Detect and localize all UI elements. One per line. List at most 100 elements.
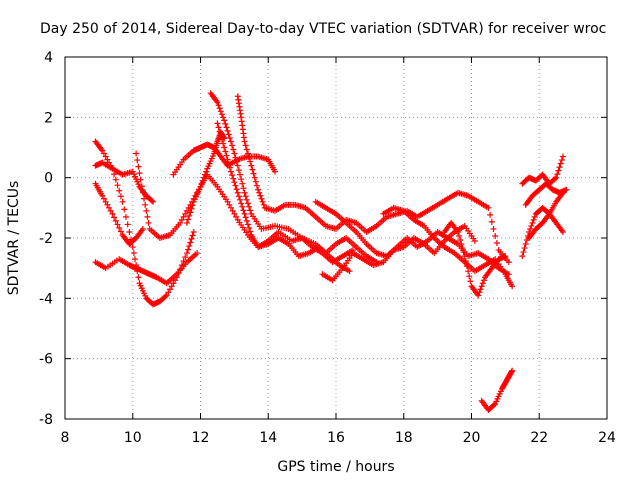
data-point: [218, 111, 225, 118]
data-point: [232, 182, 239, 189]
data-point: [527, 225, 534, 232]
data-point: [465, 268, 472, 275]
data-point: [227, 138, 234, 145]
data-point: [255, 186, 262, 193]
data-point: [235, 167, 242, 174]
y-tick-label: 2: [44, 110, 53, 126]
data-point: [259, 198, 266, 205]
data-point: [168, 283, 175, 290]
data-point: [148, 197, 155, 204]
data-point: [232, 154, 239, 161]
data-point: [231, 179, 238, 186]
data-point: [242, 193, 249, 200]
data-point: [177, 266, 184, 273]
data-point: [180, 258, 187, 265]
series-track-14: [441, 219, 509, 299]
data-point: [490, 225, 497, 232]
data-point: [233, 186, 240, 193]
series-track-9: [214, 120, 353, 275]
data-point: [99, 147, 106, 154]
data-point: [222, 148, 229, 155]
data-point: [187, 239, 194, 246]
data-point: [221, 117, 228, 124]
data-point: [553, 174, 560, 181]
data-point: [463, 263, 470, 270]
data-point: [165, 289, 172, 296]
data-point: [225, 160, 232, 167]
data-point: [182, 210, 189, 217]
data-point: [218, 136, 225, 143]
data-point: [99, 192, 106, 199]
series-track-16: [519, 204, 566, 260]
data-point: [185, 216, 192, 223]
data-point: [272, 168, 279, 175]
data-point: [244, 200, 251, 207]
data-point: [505, 259, 512, 266]
data-point: [256, 189, 263, 196]
y-tick-label: -8: [39, 412, 53, 428]
data-point: [239, 180, 246, 187]
data-point: [217, 108, 224, 115]
x-tick-label: 18: [395, 430, 413, 446]
data-point: [476, 289, 483, 296]
y-tick-label: -4: [39, 291, 53, 307]
data-point: [100, 195, 107, 202]
data-point: [194, 250, 201, 257]
data-point: [214, 120, 221, 127]
data-point: [145, 219, 152, 226]
x-tick-label: 14: [259, 430, 277, 446]
data-point: [249, 166, 256, 173]
data-point: [555, 167, 562, 174]
data-point: [241, 189, 248, 196]
data-point: [215, 124, 222, 131]
data-point: [460, 249, 467, 256]
y-tick-label: -2: [39, 231, 53, 247]
data-point: [528, 222, 535, 229]
data-point: [189, 232, 196, 239]
data-point: [139, 189, 146, 196]
data-point: [189, 202, 196, 209]
data-point: [175, 270, 182, 277]
data-point: [112, 176, 119, 183]
data-point: [242, 214, 249, 221]
data-point: [178, 262, 185, 269]
data-point: [250, 170, 257, 177]
data-point: [132, 256, 139, 263]
data-point: [492, 232, 499, 239]
x-tick-label: 8: [61, 430, 70, 446]
data-point: [247, 158, 254, 165]
data-point: [224, 198, 231, 205]
data-point: [224, 127, 231, 134]
data-point: [458, 241, 465, 248]
y-axis-label: SDTVAR / TECUs: [6, 181, 22, 296]
data-point: [243, 196, 250, 203]
data-point: [258, 195, 265, 202]
data-point: [141, 195, 148, 202]
data-point: [225, 131, 232, 138]
data-point: [106, 204, 113, 211]
data-point: [233, 158, 240, 165]
data-point: [223, 152, 230, 159]
data-point: [104, 156, 111, 163]
x-tick-label: 12: [192, 430, 210, 446]
data-point: [509, 367, 516, 374]
data-point: [178, 216, 185, 223]
data-point: [531, 213, 538, 220]
data-point: [203, 168, 210, 175]
data-point: [237, 171, 244, 178]
data-point: [491, 401, 498, 408]
data-point: [243, 217, 250, 224]
data-point: [480, 277, 487, 284]
data-point: [134, 157, 141, 164]
series-track-13: [380, 204, 516, 290]
data-point: [246, 203, 253, 210]
data-point: [475, 292, 482, 299]
data-point: [116, 224, 123, 231]
series-track-6: [170, 141, 279, 178]
data-point: [488, 218, 495, 225]
data-point: [129, 244, 136, 251]
data-point: [109, 210, 116, 217]
x-tick-label: 16: [327, 430, 345, 446]
data-point: [126, 228, 133, 235]
